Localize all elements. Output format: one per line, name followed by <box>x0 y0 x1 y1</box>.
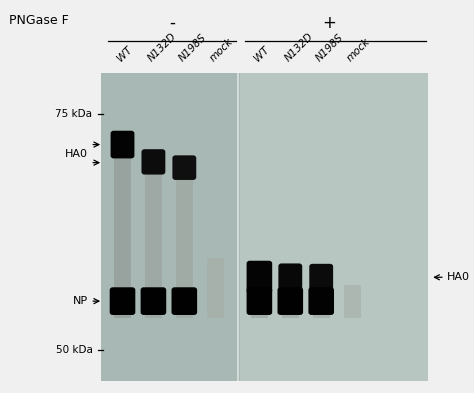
Text: 75 kDa: 75 kDa <box>55 109 92 119</box>
Text: PNGase F: PNGase F <box>9 14 68 27</box>
FancyBboxPatch shape <box>110 131 135 158</box>
Text: N198S: N198S <box>314 33 346 64</box>
Bar <box>313 285 329 318</box>
FancyBboxPatch shape <box>173 155 196 180</box>
Text: HA0: HA0 <box>65 149 88 159</box>
Text: -: - <box>169 14 175 32</box>
Text: 50 kDa: 50 kDa <box>55 345 92 355</box>
Bar <box>344 285 361 318</box>
Bar <box>251 285 268 318</box>
FancyBboxPatch shape <box>142 149 165 174</box>
Text: mock: mock <box>345 37 372 64</box>
Text: N132D: N132D <box>146 31 179 64</box>
FancyBboxPatch shape <box>277 287 303 315</box>
Bar <box>282 285 299 318</box>
Text: N132D: N132D <box>283 31 316 64</box>
FancyBboxPatch shape <box>141 287 166 315</box>
FancyBboxPatch shape <box>246 287 272 315</box>
Bar <box>114 152 131 318</box>
Bar <box>176 175 193 318</box>
FancyBboxPatch shape <box>246 261 272 294</box>
FancyBboxPatch shape <box>309 287 334 315</box>
Text: HA0: HA0 <box>447 272 470 282</box>
FancyBboxPatch shape <box>172 287 197 315</box>
Bar <box>207 258 224 318</box>
FancyBboxPatch shape <box>109 287 135 315</box>
FancyBboxPatch shape <box>310 264 333 291</box>
Bar <box>101 73 428 381</box>
Text: WT: WT <box>116 45 134 64</box>
FancyBboxPatch shape <box>278 263 302 291</box>
Bar <box>145 168 162 318</box>
Bar <box>240 73 428 381</box>
Text: +: + <box>322 14 336 32</box>
Text: mock: mock <box>208 37 235 64</box>
Text: WT: WT <box>252 45 271 64</box>
Text: NP: NP <box>73 296 88 306</box>
Text: N198S: N198S <box>177 33 209 64</box>
